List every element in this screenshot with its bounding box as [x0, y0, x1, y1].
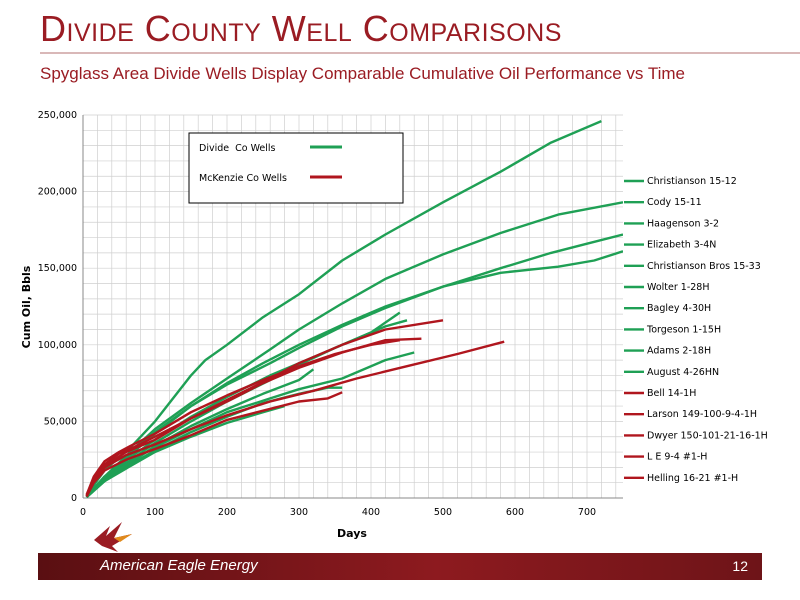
legend-entry-11: Larson 149-100-9-4-1H — [647, 409, 757, 420]
y-axis-label: Cum Oil, Bbls — [20, 265, 33, 348]
series-line-14 — [85, 391, 343, 498]
company-name: American Eagle Energy — [100, 557, 258, 574]
slide-title: Divide County Well Comparisons — [40, 8, 562, 49]
legend-entry-14: Helling 16-21 #1-H — [647, 473, 738, 484]
gridlines — [83, 114, 623, 498]
x-tick-label: 400 — [362, 507, 380, 518]
legend-entry-6: Bagley 4-30H — [647, 303, 711, 314]
eagle-logo-icon — [92, 520, 142, 559]
legend-entry-2: Haagenson 3-2 — [647, 218, 719, 229]
legend-entry-9: August 4-26HN — [647, 367, 719, 378]
y-tick-label: 200,000 — [38, 187, 77, 198]
series-line-13 — [85, 319, 444, 497]
series-line-9 — [85, 404, 285, 498]
series-lines — [85, 119, 623, 498]
footer-bar: American Eagle Energy 12 — [38, 553, 762, 580]
x-tick-label: 100 — [146, 507, 164, 518]
x-tick-label: 500 — [434, 507, 452, 518]
legend-mckenzie-label: McKenzie Co Wells — [199, 173, 287, 184]
page-number: 12 — [732, 558, 748, 574]
legend-entry-13: L E 9-4 #1-H — [647, 452, 707, 463]
legend-divide-label: Divide Co Wells — [199, 143, 276, 154]
legend-entry-1: Cody 15-11 — [647, 197, 702, 208]
x-tick-label: 300 — [290, 507, 308, 518]
group-legend-box: Divide Co Wells McKenzie Co Wells — [188, 132, 404, 204]
y-tick-label: 250,000 — [38, 110, 77, 121]
group-legend-frame — [188, 132, 404, 204]
legend-entry-0: Christianson 15-12 — [647, 176, 737, 187]
y-tick-label: 50,000 — [44, 416, 77, 427]
series-line-1 — [85, 233, 623, 498]
y-tick-label: 100,000 — [38, 340, 77, 351]
legend-entry-7: Torgeson 1-15H — [646, 324, 721, 335]
x-tick-label: 0 — [80, 507, 86, 518]
cum-oil-chart: 0 100 200 300 400 500 600 700 0 50,000 100,000 150,… — [20, 110, 768, 540]
legend-entry-8: Adams 2-18H — [647, 346, 711, 357]
series-line-0 — [85, 119, 602, 496]
series-line-12 — [85, 339, 400, 496]
slide-subtitle: Spyglass Area Divide Wells Display Compa… — [40, 64, 685, 83]
x-axis-label: Days — [337, 527, 367, 540]
y-tick-label: 0 — [71, 493, 77, 504]
legend-entry-12: Dwyer 150-101-21-16-1H — [647, 430, 768, 441]
tick-labels: 0 100 200 300 400 500 600 700 0 50,000 100,000 150,… — [38, 110, 596, 518]
legend-entry-4: Christianson Bros 15-33 — [647, 261, 761, 272]
title-divider — [40, 52, 800, 54]
legend-entry-10: Bell 14-1H — [647, 388, 696, 399]
well-legend: Christianson 15-12 Cody 15-11 Haagenson 3-… — [624, 176, 768, 484]
x-tick-label: 700 — [578, 507, 596, 518]
series-line-7 — [85, 351, 415, 498]
y-tick-label: 150,000 — [38, 263, 77, 274]
x-tick-label: 600 — [506, 507, 524, 518]
legend-entry-5: Wolter 1-28H — [647, 282, 710, 293]
axes — [82, 115, 623, 499]
x-tick-label: 200 — [218, 507, 236, 518]
legend-entry-3: Elizabeth 3-4N — [647, 240, 716, 251]
